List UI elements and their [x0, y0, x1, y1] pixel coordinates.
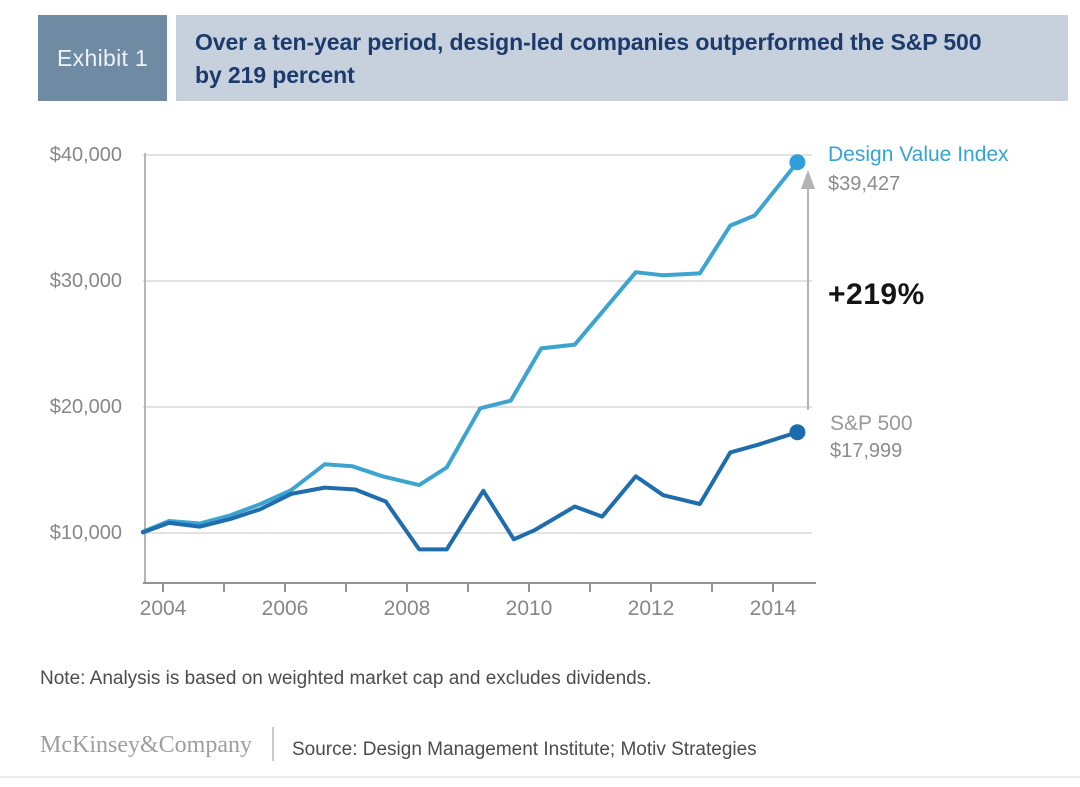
x-tick-label-2008: 2008	[383, 597, 431, 620]
exhibit-badge: Exhibit 1	[38, 15, 167, 101]
chart-title-line2: by 219 percent	[195, 62, 355, 88]
x-tick-label-2012: 2012	[627, 597, 675, 620]
design-value-index-line	[140, 160, 800, 534]
y-tick-label-40000: $40,000	[49, 144, 122, 166]
mckinsey-logo: McKinsey&Company	[40, 732, 252, 758]
growth-arrow-head-icon	[801, 170, 815, 189]
y-tick-label-20000: $20,000	[49, 396, 122, 418]
chart-title-line1: Over a ten-year period, design-led compa…	[195, 29, 982, 55]
delta-annotation: +219%	[828, 278, 925, 311]
series-end-value-sp500: $17,999	[830, 440, 903, 462]
y-tick-label-30000: $30,000	[49, 270, 122, 292]
sp500-line	[140, 430, 800, 552]
bottom-edge-line	[0, 776, 1080, 778]
x-tick-label-2010: 2010	[505, 597, 553, 620]
x-tick-label-2004: 2004	[139, 597, 187, 620]
series-label-sp500: S&P 500	[830, 412, 913, 435]
y-tick-label-10000: $10,000	[49, 522, 122, 544]
design-value-index-end-dot	[789, 154, 806, 171]
source-text: Source: Design Management Institute; Mot…	[292, 739, 757, 760]
exhibit-label: Exhibit 1	[57, 44, 148, 71]
sp500-end-dot	[789, 424, 806, 441]
chart-title: Over a ten-year period, design-led compa…	[195, 26, 1055, 92]
note-text: Note: Analysis is based on weighted mark…	[40, 668, 652, 689]
x-tick-label-2006: 2006	[261, 597, 309, 620]
x-tick-label-2014: 2014	[749, 597, 797, 620]
series-end-value-design-value-index: $39,427	[828, 173, 901, 195]
title-bar: Over a ten-year period, design-led compa…	[176, 15, 1068, 101]
footer-divider	[272, 727, 274, 761]
series-label-design-value-index: Design Value Index	[828, 143, 1009, 166]
